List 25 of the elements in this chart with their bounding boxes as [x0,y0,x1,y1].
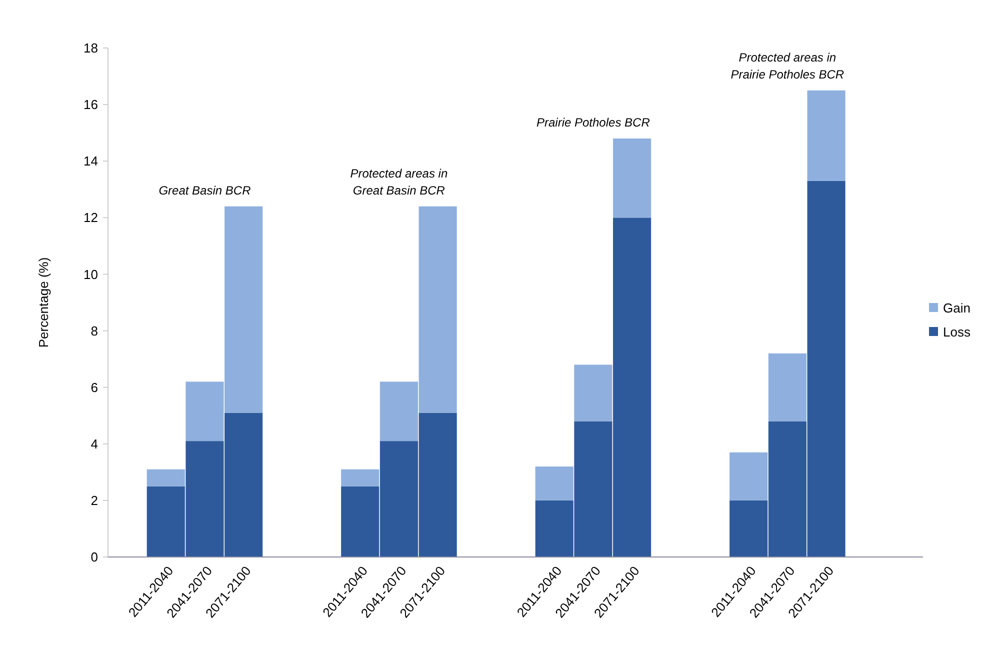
legend-label: Loss [943,324,971,340]
y-tick-label: 8 [90,323,98,338]
annotation: Protected areas in Prairie Potholes BCR [730,50,844,82]
y-tick-label: 4 [90,436,98,452]
annotation: Prairie Potholes BCR [536,115,650,130]
y-axis-title: Percentage (%) [36,257,51,348]
y-tick-label: 10 [84,266,98,282]
y-tick-label: 2 [90,492,98,508]
legend-label: Gain [943,300,970,316]
bar [807,90,846,181]
y-tick-label: 16 [84,97,98,112]
bar [535,466,574,500]
annotation: Protected areas in Great Basin BCR [350,166,448,198]
y-tick-label: 12 [84,210,98,226]
annotation: Great Basin BCR [158,183,252,198]
y-tick-label: 6 [90,380,98,395]
bar [341,469,380,486]
y-tick-label: 18 [84,40,98,56]
bar [146,469,185,486]
y-tick-label: 14 [84,154,98,169]
bar [730,452,768,500]
y-tick-label: 0 [90,550,98,565]
bar [574,364,612,422]
bar [768,353,806,422]
bar [613,138,652,218]
